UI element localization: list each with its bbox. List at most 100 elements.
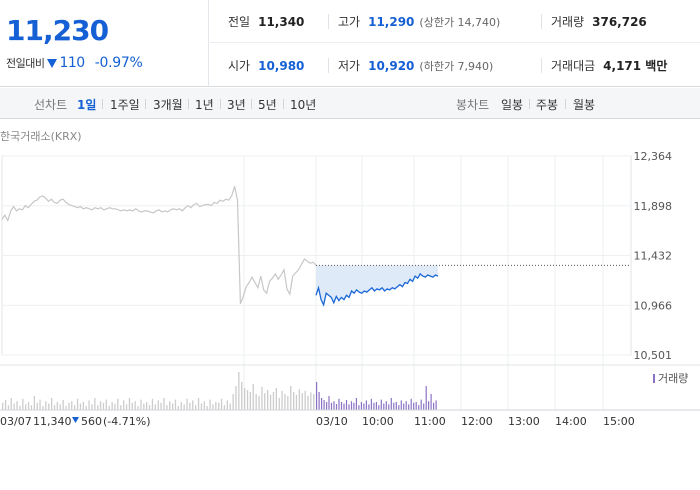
volume-bar-prev (203, 401, 205, 410)
volume-bar-today (378, 405, 380, 410)
volume-bar-today (345, 400, 348, 410)
volume-legend-swatch (653, 374, 655, 383)
volume-bar-prev (226, 400, 228, 410)
volume-bar-prev (186, 398, 188, 410)
volume-bar-today (413, 402, 415, 410)
volume-bar-today (428, 401, 430, 410)
low-value: 10,920 (368, 58, 415, 73)
volume-bar-prev (298, 389, 300, 410)
volume-bar-prev (235, 386, 237, 410)
volume-bar-prev (197, 398, 200, 410)
period-3m[interactable]: 3개월 (153, 98, 183, 112)
x-tick-label: 14:00 (555, 415, 587, 428)
volume-bar-today (353, 402, 355, 410)
volume-bar-prev (94, 398, 96, 410)
volume-bar-prev (301, 393, 303, 410)
volume-bar-today (363, 403, 365, 410)
volume-value: 376,726 (592, 14, 647, 29)
volume-bar-today (318, 392, 320, 410)
volume-cell: 거래량 376,726 (551, 0, 647, 43)
candle-daily[interactable]: 일봉 (501, 98, 524, 112)
volume-bar-prev (143, 403, 145, 410)
low-label: 저가 (338, 59, 361, 73)
price-chart-svg: 12,364 11,898 11,432 10,966 10,501 한국거래소(KRX)… (0, 130, 700, 428)
quote-header: 11,230 전일대비 110 -0.97% 전일 11,340 고가 11,2… (0, 0, 700, 87)
volume-bar-today (355, 398, 357, 410)
period-1y[interactable]: 1년 (195, 98, 214, 112)
volume-bar-today (321, 398, 323, 410)
high-value: 11,290 (368, 14, 415, 29)
volume-bar-prev (246, 390, 249, 410)
x-tick-label: 13:00 (508, 415, 540, 428)
period-1w[interactable]: 1주일 (110, 98, 140, 112)
candle-monthly[interactable]: 월봉 (573, 98, 596, 112)
chart-source: 한국거래소(KRX) (0, 130, 82, 143)
y-tick-label: 10,966 (634, 299, 673, 312)
volume-label: 거래량 (551, 15, 585, 29)
volume-bar-today (385, 401, 387, 410)
high-label: 고가 (338, 15, 361, 29)
volume-bar-prev (137, 406, 139, 410)
trade-value-cell: 거래대금 4,171 백만 (551, 44, 667, 87)
volume-bar-prev (105, 399, 107, 410)
volume-bar-prev (134, 401, 136, 410)
volume-bar-today (418, 405, 420, 410)
volume-bar-prev (269, 394, 272, 410)
volume-bar-prev (304, 390, 306, 410)
divider (220, 99, 221, 109)
y-tick-label: 11,432 (634, 250, 673, 263)
prev-day-close: 11,340 (33, 415, 72, 428)
volume-bar-prev (4, 400, 7, 410)
volume-bar-prev (97, 405, 99, 410)
volume-bar-prev (229, 403, 231, 410)
volume-bar-prev (13, 403, 15, 410)
volume-bar-today (333, 401, 335, 410)
volume-bar-prev (45, 401, 47, 410)
volume-bar-today (335, 404, 338, 410)
volume-bar-prev (120, 405, 122, 410)
period-1d[interactable]: 1일 (77, 98, 97, 112)
volume-bar-prev (19, 406, 21, 410)
candle-weekly[interactable]: 주봉 (536, 98, 559, 112)
volume-bar-today (338, 398, 340, 410)
volume-bar-today (330, 402, 333, 410)
prev-day-change-pct: (-4.71%) (103, 415, 151, 428)
volume-bar-prev (22, 398, 24, 410)
period-3y[interactable]: 3년 (227, 98, 246, 112)
volume-bar-prev (151, 398, 154, 410)
change-label: 전일대비 (6, 57, 45, 70)
x-tick-label: 11:00 (414, 415, 446, 428)
volume-bar-prev (284, 394, 286, 410)
volume-bar-prev (172, 403, 174, 410)
volume-bar-prev (2, 402, 4, 410)
volume-bar-today (350, 401, 353, 410)
volume-bar-today (400, 400, 402, 410)
volume-bar-prev (295, 394, 298, 410)
y-tick-label: 10,501 (634, 349, 673, 362)
volume-bar-prev (238, 372, 240, 410)
divider (565, 99, 566, 109)
volume-bar-today (340, 402, 343, 410)
volume-bar-today (323, 400, 325, 410)
y-tick-label: 11,898 (634, 200, 673, 213)
volume-bar-prev (183, 404, 185, 410)
volume-bar-today (370, 398, 372, 410)
volume-bar-today (435, 400, 437, 410)
volume-bar-prev (154, 404, 156, 410)
line-chart-label: 선차트 (34, 98, 68, 112)
period-10y[interactable]: 10년 (290, 98, 317, 112)
intraday-chart[interactable]: 12,364 11,898 11,432 10,966 10,501 한국거래소(KRX)… (0, 120, 700, 490)
volume-bar-prev (123, 400, 125, 410)
volume-bar-prev (114, 403, 116, 410)
period-5y[interactable]: 5년 (258, 98, 277, 112)
open-value: 10,980 (258, 58, 305, 73)
volume-bar-prev (252, 384, 254, 410)
volume-bar-today (393, 402, 395, 410)
open-cell: 시가 10,980 (228, 44, 304, 87)
trade-value-label: 거래대금 (551, 59, 596, 73)
volume-bar-prev (7, 405, 10, 410)
volume-bar-today (380, 399, 382, 410)
trade-value-value: 4,171 백만 (603, 59, 668, 73)
volume-bar-prev (261, 386, 263, 410)
lower-limit: (하한가 7,940) (419, 59, 494, 73)
